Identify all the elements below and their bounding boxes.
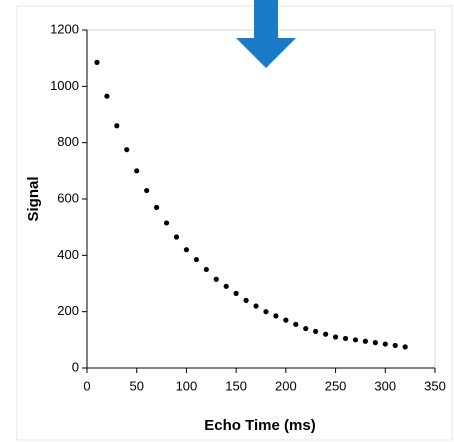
point [134,168,140,174]
x-tick-label: 250 [325,378,347,393]
point [273,313,279,319]
point [263,309,269,315]
arrow [236,0,296,68]
x-tick-label: 100 [176,378,198,393]
point [94,59,100,65]
x-axis-label: Echo Time (ms) [204,417,315,434]
point [352,337,359,343]
point [382,341,388,347]
point [223,283,229,289]
point [283,317,289,323]
y-tick-label: 1200 [50,21,79,36]
x-tick-label: 0 [83,378,90,393]
point [332,334,339,340]
point [203,266,209,273]
point [253,303,259,309]
point [303,325,309,332]
x-tick-label: 200 [275,378,297,393]
point [362,338,368,344]
point [323,331,329,337]
point [313,328,319,334]
point [372,340,378,346]
x-tick-label: 350 [424,378,446,393]
x-tick-label: 150 [225,378,247,393]
y-tick-label: 1000 [50,78,79,93]
point [124,147,130,153]
y-tick-label: 400 [57,247,79,262]
point [293,321,299,327]
point [114,123,120,129]
point [144,187,150,194]
point [213,276,219,282]
y-tick-label: 0 [72,359,79,374]
point [183,247,190,253]
point [243,297,249,303]
point [392,342,398,349]
point [104,93,110,99]
point [173,234,180,240]
point [193,256,199,263]
point [233,290,239,296]
point [163,220,170,226]
point [154,204,160,211]
marks: 0 200 400 600 800 1000 1200 0 50 100 150 200 250 300 3… [50,21,446,393]
y-axis-label: Signal [25,176,42,221]
plot-area [86,29,436,369]
y-tick-label: 800 [57,134,79,149]
point [342,335,349,342]
y-tick-label: 200 [57,303,79,318]
x-tick-label: 50 [129,378,143,393]
point [402,344,408,350]
y-tick-label: 600 [57,190,79,205]
frame [16,5,453,441]
x-tick-label: 300 [374,378,396,393]
